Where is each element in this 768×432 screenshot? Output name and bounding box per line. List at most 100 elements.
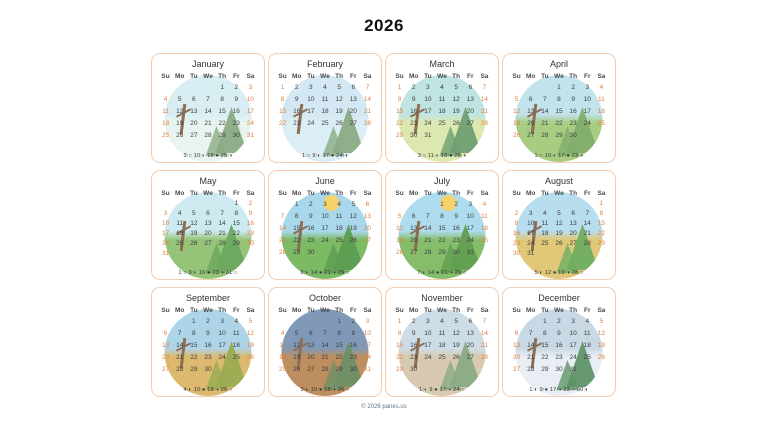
day-18: 18 (597, 107, 606, 115)
month-title: February (306, 59, 343, 69)
day-15: 15 (541, 341, 549, 349)
day-20: 20 (466, 341, 474, 349)
day-30: 30 (204, 365, 212, 373)
day-3: 3 (426, 317, 430, 325)
day-10: 10 (424, 95, 432, 103)
moon-phases: 3:◐ 10:● 18:◑ 26:○ (300, 387, 350, 393)
day-27: 27 (204, 239, 212, 247)
day-19: 19 (395, 236, 404, 244)
day-22: 22 (597, 229, 606, 237)
day-20: 20 (466, 107, 474, 115)
sun-icon (323, 195, 339, 211)
day-21: 21 (218, 229, 226, 237)
day-7: 7 (280, 212, 285, 220)
day-26: 26 (452, 119, 460, 127)
day-24: 24 (583, 119, 591, 127)
day-8: 8 (192, 329, 196, 337)
moon-phases: 5:◐ 12:● 19:◑ 28:○ (534, 270, 584, 276)
day-21: 21 (424, 236, 432, 244)
day-27: 27 (363, 236, 372, 244)
day-9: 9 (514, 219, 519, 227)
copyright-link[interactable]: © 2026 panes.us (361, 404, 407, 410)
day-11: 11 (335, 212, 343, 220)
day-15: 15 (232, 219, 240, 227)
weekday-label-th: Th (218, 73, 227, 80)
day-1: 1 (280, 83, 285, 91)
day-4: 4 (440, 83, 444, 91)
day-12: 12 (452, 329, 460, 337)
day-16: 16 (569, 107, 577, 115)
month-title: November (421, 293, 463, 303)
weekday-label-su: Su (395, 307, 404, 314)
day-24: 24 (527, 239, 535, 247)
day-14: 14 (583, 219, 591, 227)
day-5: 5 (248, 317, 253, 325)
day-1: 1 (543, 317, 547, 325)
day-26: 26 (512, 131, 521, 139)
day-8: 8 (294, 212, 299, 220)
month-title: May (199, 176, 217, 186)
day-1: 1 (599, 199, 604, 207)
weekday-label-su: Su (278, 73, 287, 80)
weekday-header-row: Su Mo Tu We Th Fr Sa (510, 190, 609, 197)
day-1: 1 (294, 200, 299, 208)
day-19: 19 (555, 229, 563, 237)
day-grid: 1 2 3 4 5 6 7 8 9 10 11 12 13 14 15 16 17 18 19 20 21 22 23 24 2… (510, 315, 609, 375)
day-24: 24 (307, 119, 315, 127)
weekday-label-mo: Mo (409, 307, 419, 314)
weekday-label-fr: Fr (350, 190, 357, 197)
day-28: 28 (321, 365, 329, 373)
day-12: 12 (246, 329, 255, 337)
day-5: 5 (599, 317, 604, 325)
day-16: 16 (410, 107, 418, 115)
weekday-label-fr: Fr (233, 307, 240, 314)
moon-phases: 1:○ 9:◐ 17:● 24:◑ (302, 153, 348, 159)
day-4: 4 (599, 83, 604, 91)
day-20: 20 (363, 224, 372, 232)
day-29: 29 (335, 365, 343, 373)
weekday-label-fr: Fr (584, 190, 591, 197)
weekday-label-we: We (554, 307, 564, 314)
day-24: 24 (424, 119, 432, 127)
day-30: 30 (410, 365, 418, 373)
day-13: 13 (410, 224, 418, 232)
day-2: 2 (309, 200, 313, 208)
day-5: 5 (557, 209, 561, 217)
weekday-label-sa: Sa (363, 190, 372, 197)
weekday-label-fr: Fr (584, 307, 591, 314)
day-24: 24 (424, 353, 432, 361)
day-11: 11 (438, 95, 446, 103)
day-1: 1 (397, 317, 402, 325)
day-24: 24 (161, 239, 170, 247)
day-26: 26 (349, 236, 357, 244)
day-23: 23 (307, 236, 315, 244)
weekday-label-mo: Mo (526, 307, 536, 314)
day-24: 24 (321, 236, 329, 244)
weekday-label-sa: Sa (597, 307, 606, 314)
day-31: 31 (569, 365, 577, 373)
day-7: 7 (365, 83, 370, 91)
day-grid: 1 2 3 4 5 6 7 8 9 10 11 12 13 14 15 16 17 18 19 20 21 22 23 24 2… (393, 198, 492, 258)
day-31: 31 (466, 248, 474, 256)
month-card-july: July Su Mo Tu We Th Fr Sa 1 2 3 4 5 6 7 8 9 10 11 12 13 14 15 1… (385, 170, 499, 280)
weekday-header-row: Su Mo Tu We Th Fr Sa (393, 73, 492, 80)
moon-phases: 4:◐ 10:● 18:◑ 26:○ (183, 387, 233, 393)
day-21: 21 (363, 107, 372, 115)
day-18: 18 (583, 341, 591, 349)
months-grid: January Su Mo Tu We Th Fr Sa 1 2 3 4 5 6 7 8 9 10 11 12 13 14… (151, 53, 616, 397)
day-18: 18 (161, 119, 170, 127)
weekday-header-row: Su Mo Tu We Th Fr Sa (159, 307, 258, 314)
day-9: 9 (454, 212, 458, 220)
day-29: 29 (190, 365, 198, 373)
day-8: 8 (337, 329, 341, 337)
day-22: 22 (278, 119, 287, 127)
day-4: 4 (543, 209, 547, 217)
day-25: 25 (176, 239, 184, 247)
day-6: 6 (351, 83, 356, 91)
weekday-label-su: Su (278, 307, 287, 314)
day-20: 20 (569, 229, 577, 237)
day-grid: 1 2 3 4 5 6 7 8 9 10 11 12 13 14 15 16 17 18 19 20 21 22 23 24 2… (393, 315, 492, 375)
weekday-label-th: Th (452, 73, 461, 80)
day-15: 15 (555, 107, 563, 115)
day-5: 5 (294, 329, 299, 337)
